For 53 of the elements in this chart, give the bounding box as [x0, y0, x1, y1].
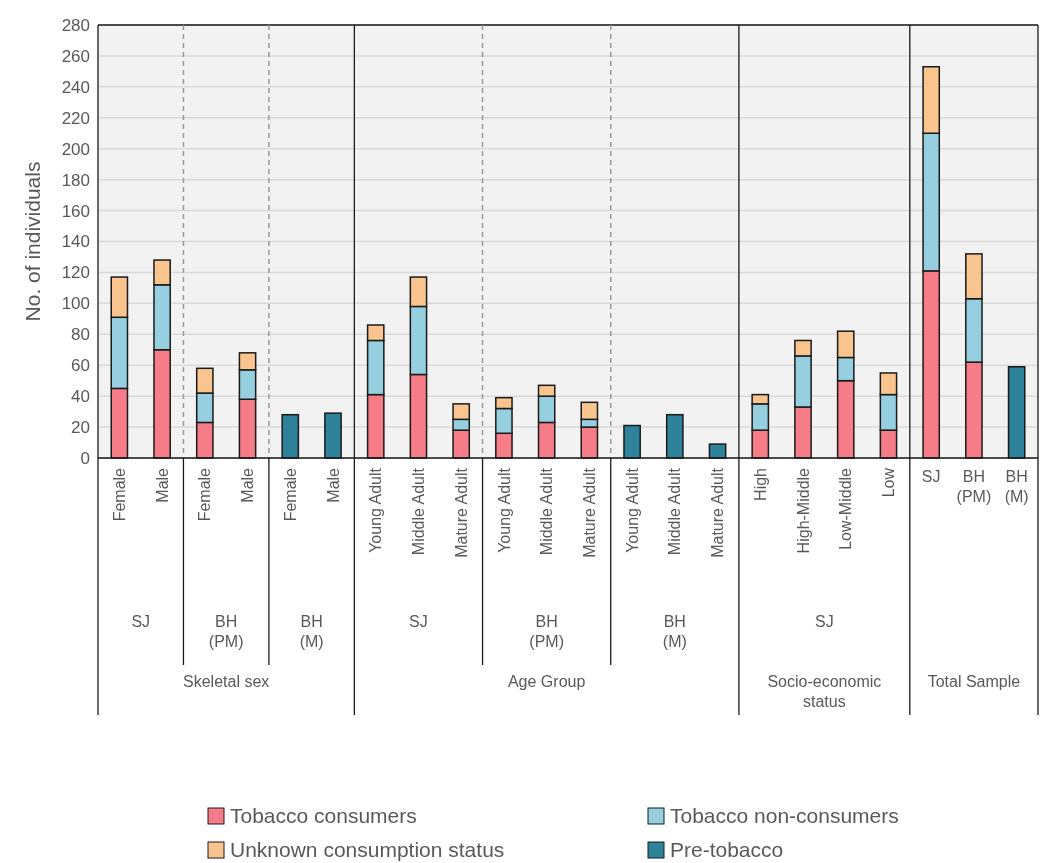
legend-label: Tobacco consumers: [230, 804, 417, 828]
x-tick-label: Middle Adult: [410, 467, 428, 556]
x-tick-label: Middle Adult: [666, 467, 684, 556]
y-tick-label: 140: [61, 232, 90, 252]
y-tick-label: 200: [61, 139, 90, 159]
text: BH (PM): [529, 613, 564, 650]
x-tick-label: Mature Adult: [709, 467, 727, 558]
text: BH (PM): [208, 613, 244, 650]
text: SJ: [409, 613, 428, 630]
text: BH (M): [299, 613, 324, 650]
y-tick-label: 60: [71, 356, 90, 376]
x-tick-label: Male: [239, 467, 257, 503]
legend-label: Unknown consumption status: [230, 838, 505, 862]
text: BH (M): [662, 613, 687, 650]
y-tick-label: 240: [61, 77, 90, 97]
x-tick-label: Female: [196, 467, 214, 522]
x-tick-label: Low-Middle: [837, 467, 855, 550]
x-tick-label: SJ: [921, 468, 941, 485]
x-tick-label: Female: [281, 467, 299, 522]
y-tick-label: 0: [80, 448, 90, 468]
x-tick-label: Male: [153, 467, 171, 503]
x-tick-label: Mature Adult: [452, 467, 470, 558]
y-tick-label: 40: [71, 387, 90, 407]
x-tick-label: Young Adult: [367, 467, 385, 553]
x-tick-label: Low: [880, 467, 898, 498]
text: SJ: [131, 613, 151, 630]
legend-label: Tobacco non-consumers: [670, 804, 899, 828]
y-tick-label: 280: [61, 15, 90, 35]
x-tick-label: Mature Adult: [580, 467, 598, 558]
x-tick-label: BH (PM): [956, 468, 992, 505]
x-tick-label: Young Adult: [623, 467, 641, 553]
y-axis-title: No. of individuals: [21, 161, 44, 322]
legend-label: Pre-tobacco: [670, 838, 784, 862]
y-tick-label: 180: [61, 170, 90, 190]
y-tick-label: 120: [61, 263, 90, 283]
x-tick-label: BH (M): [1004, 468, 1029, 505]
x-tick-label: Male: [324, 467, 342, 503]
text: Skeletal sex: [183, 673, 270, 690]
y-tick-label: 100: [61, 294, 90, 314]
y-tick-label: 160: [61, 201, 90, 221]
text: Total Sample: [927, 673, 1021, 690]
x-tick-label: Female: [110, 467, 128, 522]
x-tick-label: Young Adult: [495, 467, 513, 553]
x-tick-label: High: [751, 468, 769, 501]
text: SJ: [815, 613, 834, 630]
y-tick-label: 20: [71, 418, 90, 438]
x-tick-label: High-Middle: [794, 467, 812, 554]
text: Socio-economic status: [767, 673, 882, 710]
x-tick-label: Middle Adult: [538, 467, 556, 556]
y-tick-label: 220: [61, 108, 90, 128]
y-tick-label: 260: [61, 46, 90, 66]
y-tick-label: 80: [71, 325, 90, 345]
text: Age Group: [507, 673, 586, 690]
